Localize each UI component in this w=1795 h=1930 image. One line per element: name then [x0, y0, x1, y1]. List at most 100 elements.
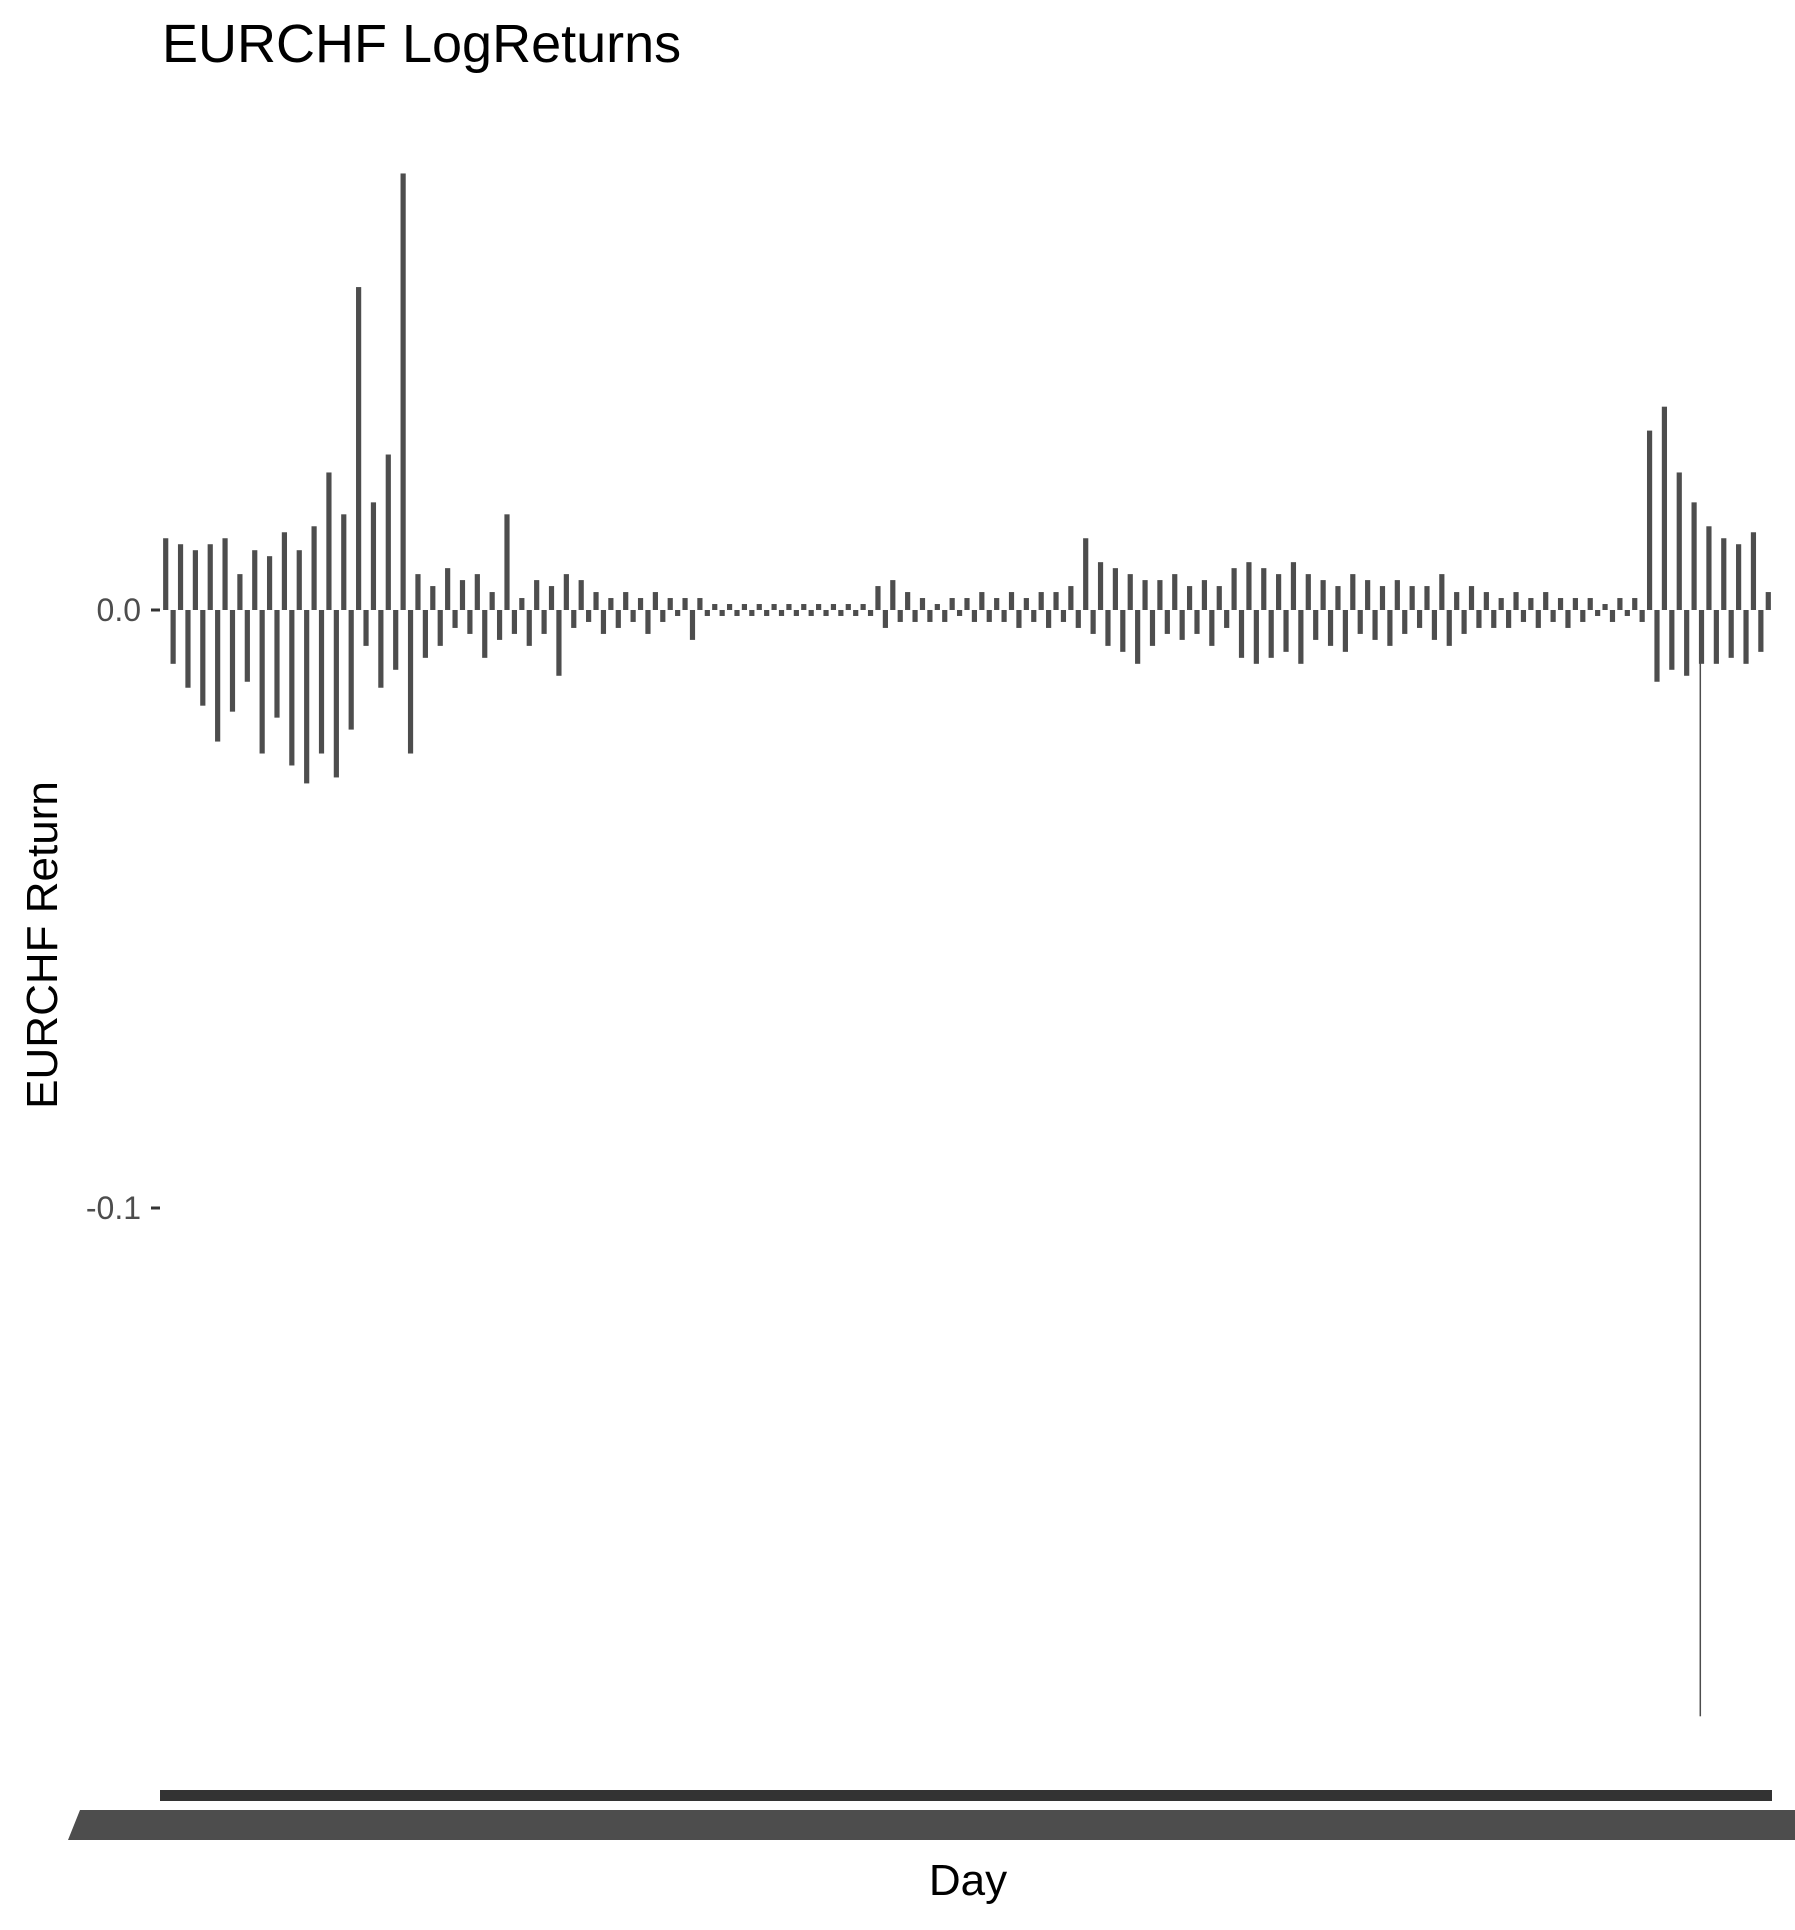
bar: [363, 610, 369, 646]
bar: [445, 568, 451, 610]
bar: [318, 610, 325, 754]
bar: [556, 610, 562, 676]
bar: [163, 538, 169, 610]
bar: [1468, 586, 1475, 610]
bar: [185, 610, 191, 688]
bar: [1105, 610, 1111, 646]
bar: [1068, 586, 1074, 610]
bar: [667, 598, 673, 610]
bar-spike: [1699, 610, 1702, 1717]
bar: [1646, 430, 1653, 610]
bar: [1253, 610, 1259, 664]
bar: [1454, 592, 1460, 610]
bar: [756, 604, 762, 610]
bar: [860, 604, 866, 610]
bar: [1186, 586, 1193, 610]
bar: [430, 586, 436, 610]
bar: [1684, 610, 1690, 676]
bar: [964, 598, 970, 610]
bar: [1046, 610, 1052, 628]
bar: [1097, 562, 1104, 610]
bar: [1283, 610, 1289, 652]
y-tick-label: -0.1: [86, 1190, 141, 1226]
bar: [571, 610, 577, 628]
bar: [749, 610, 755, 616]
bar: [1372, 610, 1378, 640]
bar: [1090, 610, 1096, 634]
bar: [1424, 586, 1430, 610]
bar: [1231, 568, 1237, 610]
bar: [333, 610, 339, 778]
y-tick-label: 0.0: [97, 592, 141, 628]
bar: [1706, 526, 1712, 610]
bar: [808, 610, 814, 616]
bar: [1313, 610, 1319, 640]
bar: [1513, 592, 1519, 610]
bar: [1357, 610, 1363, 634]
bar: [393, 610, 399, 670]
bar: [949, 598, 955, 610]
bar: [1142, 580, 1148, 610]
bar: [1557, 598, 1564, 610]
bar: [1394, 580, 1400, 610]
bar: [215, 610, 221, 742]
bar: [637, 598, 644, 610]
bar: [1038, 592, 1044, 610]
x-axis: [68, 1790, 1795, 1840]
bar: [719, 610, 725, 616]
bar: [177, 544, 184, 610]
bar: [289, 610, 295, 766]
bar: [1246, 562, 1252, 610]
bar: [1327, 610, 1334, 646]
bar: [823, 610, 829, 616]
x-axis-tick-band: [160, 1790, 1772, 1801]
bar: [578, 580, 584, 610]
bar: [971, 610, 978, 622]
bar: [407, 610, 414, 754]
bar: [1402, 610, 1408, 634]
bar: [541, 610, 547, 634]
y-axis: 0.0 -0.1: [86, 592, 160, 1226]
bar: [1498, 598, 1504, 610]
bar: [1216, 586, 1222, 610]
bar: [1676, 472, 1682, 610]
bar: [600, 610, 607, 634]
bar: [1565, 610, 1571, 628]
bar: [741, 604, 748, 610]
bar: [1639, 610, 1645, 622]
bar: [1572, 598, 1578, 610]
bar: [838, 610, 844, 616]
bar: [927, 610, 933, 622]
bar: [689, 610, 696, 640]
bar: [437, 610, 443, 646]
bar: [370, 502, 377, 610]
bar: [1298, 610, 1304, 664]
bar: [712, 604, 718, 610]
bar: [623, 592, 629, 610]
bar: [897, 610, 903, 622]
bar: [1698, 610, 1705, 664]
bar: [1528, 598, 1534, 610]
bar: [786, 604, 792, 610]
bar: [1587, 598, 1593, 610]
bar: [1075, 610, 1081, 628]
bar: [682, 598, 688, 610]
bar: [1268, 610, 1274, 658]
bar: [378, 610, 384, 688]
bar: [1157, 580, 1163, 610]
bar: [994, 598, 1000, 610]
bar: [630, 610, 636, 622]
bar: [519, 598, 525, 610]
bar: [1053, 592, 1059, 610]
bar: [1669, 610, 1675, 670]
bar: [764, 610, 770, 616]
bar: [1120, 610, 1126, 652]
bar: [1654, 610, 1660, 682]
bar: [697, 598, 703, 610]
bar: [1290, 562, 1297, 610]
bar: [1661, 406, 1668, 610]
bar: [1476, 610, 1482, 628]
bar: [356, 287, 362, 610]
bar: [1001, 610, 1007, 622]
